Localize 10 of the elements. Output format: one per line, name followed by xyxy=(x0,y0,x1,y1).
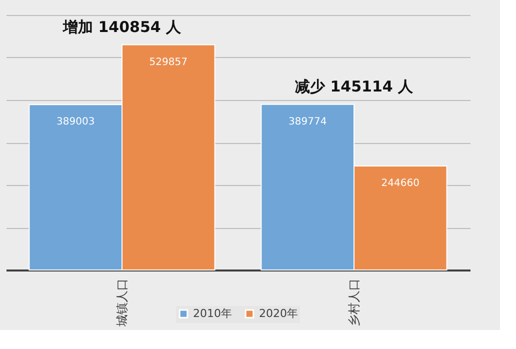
legend-label: 2010年 xyxy=(193,306,232,320)
x-tick-label: 城镇人口 xyxy=(115,278,129,328)
x-tick-label: 乡村人口 xyxy=(347,278,361,326)
annotation: 减少 145114 人 xyxy=(294,77,414,96)
annotation: 增加 140854 人 xyxy=(62,18,182,36)
legend-label: 2020年 xyxy=(259,306,298,320)
data-label: 389003 xyxy=(56,116,95,128)
data-label: 389774 xyxy=(288,116,327,128)
data-label: 529857 xyxy=(149,56,188,68)
data-label: 244660 xyxy=(381,178,420,190)
